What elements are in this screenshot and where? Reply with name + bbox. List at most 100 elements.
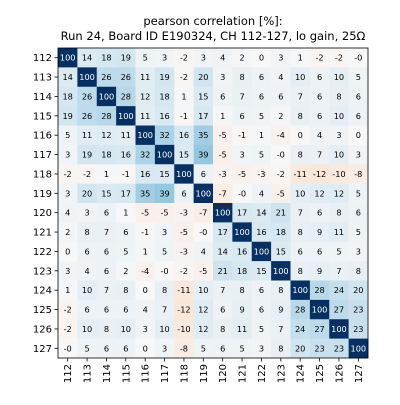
cell-value-label: 39: [198, 150, 208, 160]
cell-value-label: 6: [356, 111, 361, 121]
cell-value-label: 10: [295, 72, 305, 82]
heatmap-cell: [213, 222, 233, 243]
cell-value-label: 5: [259, 324, 264, 334]
cell-value-label: 6: [104, 208, 109, 218]
heatmap-cell: [116, 164, 136, 184]
heatmap-cell: [96, 183, 117, 204]
cell-value-label: 100: [350, 343, 366, 353]
cell-value-label: 11: [140, 72, 150, 82]
cell-value-label: 100: [118, 111, 134, 121]
cell-value-label: 15: [256, 266, 266, 276]
heatmap-cell: [290, 86, 311, 107]
cell-value-label: -3: [257, 169, 265, 179]
heatmap-cell: [290, 222, 311, 243]
heatmap-cell: [271, 48, 291, 68]
cell-value-label: 10: [334, 150, 344, 160]
cell-value-label: -5: [141, 208, 149, 218]
cell-value-label: -5: [219, 150, 227, 160]
heatmap-cell: [96, 280, 117, 301]
heatmap-cell: [348, 280, 369, 301]
heatmap-cell: [290, 106, 311, 126]
heatmap-cell: [135, 338, 156, 359]
heatmap-cell: [174, 183, 194, 204]
cell-value-label: 6: [220, 305, 225, 315]
heatmap-cell: [154, 222, 175, 243]
heatmap-cell: [77, 222, 98, 243]
cell-value-label: 3: [336, 130, 341, 140]
cell-value-label: 17: [217, 227, 227, 237]
cell-value-label: 9: [317, 227, 322, 237]
heatmap-cell: [154, 241, 175, 262]
heatmap-cell: [58, 144, 78, 165]
cell-value-label: 11: [140, 111, 150, 121]
heatmap-cell: [154, 261, 175, 281]
cell-value-label: 10: [159, 324, 169, 334]
heatmap-cell: [251, 144, 272, 165]
cell-value-label: 28: [101, 111, 111, 121]
x-tick-label: 118: [179, 364, 190, 383]
heatmap-cell: [309, 280, 330, 301]
heatmap-cell: [309, 183, 330, 204]
cell-value-label: 6: [317, 72, 322, 82]
heatmap-cell: [154, 319, 175, 339]
cell-value-label: 24: [295, 324, 305, 334]
cell-value-label: 3: [65, 188, 70, 198]
x-tick-label: 113: [83, 364, 94, 383]
heatmap-cell: [174, 241, 194, 262]
cell-value-label: 1: [220, 111, 225, 121]
cell-value-label: 12: [334, 188, 344, 198]
cell-value-label: 100: [254, 246, 270, 256]
heatmap-cell: [232, 319, 253, 339]
cell-value-label: 5: [201, 343, 206, 353]
heatmap-cell: [232, 86, 253, 107]
cell-value-label: 4: [220, 53, 225, 63]
heatmap-cell: [135, 67, 156, 88]
x-tick-label: 125: [315, 364, 326, 383]
heatmap-cell: [174, 48, 194, 68]
heatmap-cell: [290, 164, 311, 184]
heatmap-cell: [135, 164, 156, 184]
cell-value-label: 5: [356, 188, 361, 198]
heatmap-cell: [77, 319, 98, 339]
heatmap-cell: [348, 299, 369, 320]
cell-value-label: 2: [123, 266, 128, 276]
cell-value-label: 28: [295, 305, 305, 315]
heatmap-cell: [213, 86, 233, 107]
cell-value-label: 21: [217, 266, 227, 276]
heatmap-cell: [58, 48, 78, 68]
heatmap-cell: [348, 261, 369, 281]
cell-value-label: 5: [143, 53, 148, 63]
cell-value-label: -1: [180, 111, 188, 121]
cell-value-label: 6: [317, 246, 322, 256]
heatmap-cell: [309, 319, 330, 339]
heatmap-cell: [271, 203, 291, 223]
cell-value-label: 8: [298, 111, 303, 121]
cell-value-label: 7: [298, 208, 303, 218]
cell-value-label: 9: [278, 305, 283, 315]
heatmap-cell: [309, 203, 330, 223]
heatmap-cell: [251, 280, 272, 301]
cell-value-label: 23: [334, 343, 344, 353]
heatmap-cell: [271, 299, 291, 320]
heatmap-cell: [96, 299, 117, 320]
cell-value-label: 18: [62, 91, 72, 101]
cell-value-label: -8: [180, 343, 188, 353]
cell-value-label: 12: [198, 324, 208, 334]
heatmap-cell: [251, 164, 272, 184]
cell-value-label: 16: [179, 130, 189, 140]
cell-value-label: 32: [159, 130, 169, 140]
cell-value-label: 27: [314, 324, 324, 334]
heatmap-cell: [213, 48, 233, 68]
heatmap-cell: [135, 183, 156, 204]
cell-value-label: 16: [237, 246, 247, 256]
heatmap-cell: [135, 222, 156, 243]
heatmap-cell: [309, 144, 330, 165]
heatmap-cell: [116, 241, 136, 262]
heatmap-cell: [193, 106, 214, 126]
cell-value-label: 23: [353, 305, 363, 315]
cell-value-label: 14: [62, 72, 72, 82]
cell-value-label: 6: [220, 343, 225, 353]
heatmap-cell: [232, 183, 253, 204]
cell-value-label: 6: [123, 227, 128, 237]
